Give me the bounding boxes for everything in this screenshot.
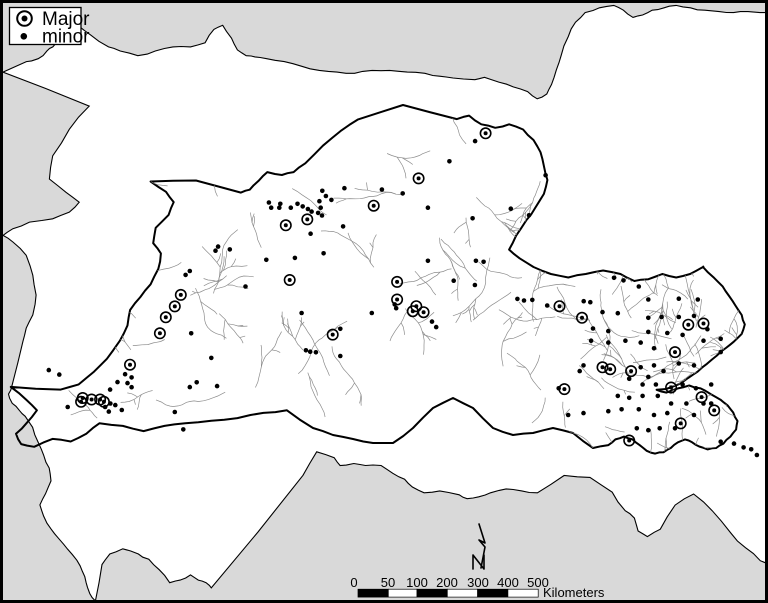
svg-text:300: 300 [467, 575, 489, 590]
svg-text:minor: minor [42, 27, 90, 48]
svg-text:0: 0 [350, 575, 357, 590]
svg-text:50: 50 [381, 575, 395, 590]
svg-text:Kilometers: Kilometers [543, 585, 605, 600]
svg-text:200: 200 [436, 575, 458, 590]
svg-text:400: 400 [497, 575, 519, 590]
svg-text:100: 100 [406, 575, 428, 590]
